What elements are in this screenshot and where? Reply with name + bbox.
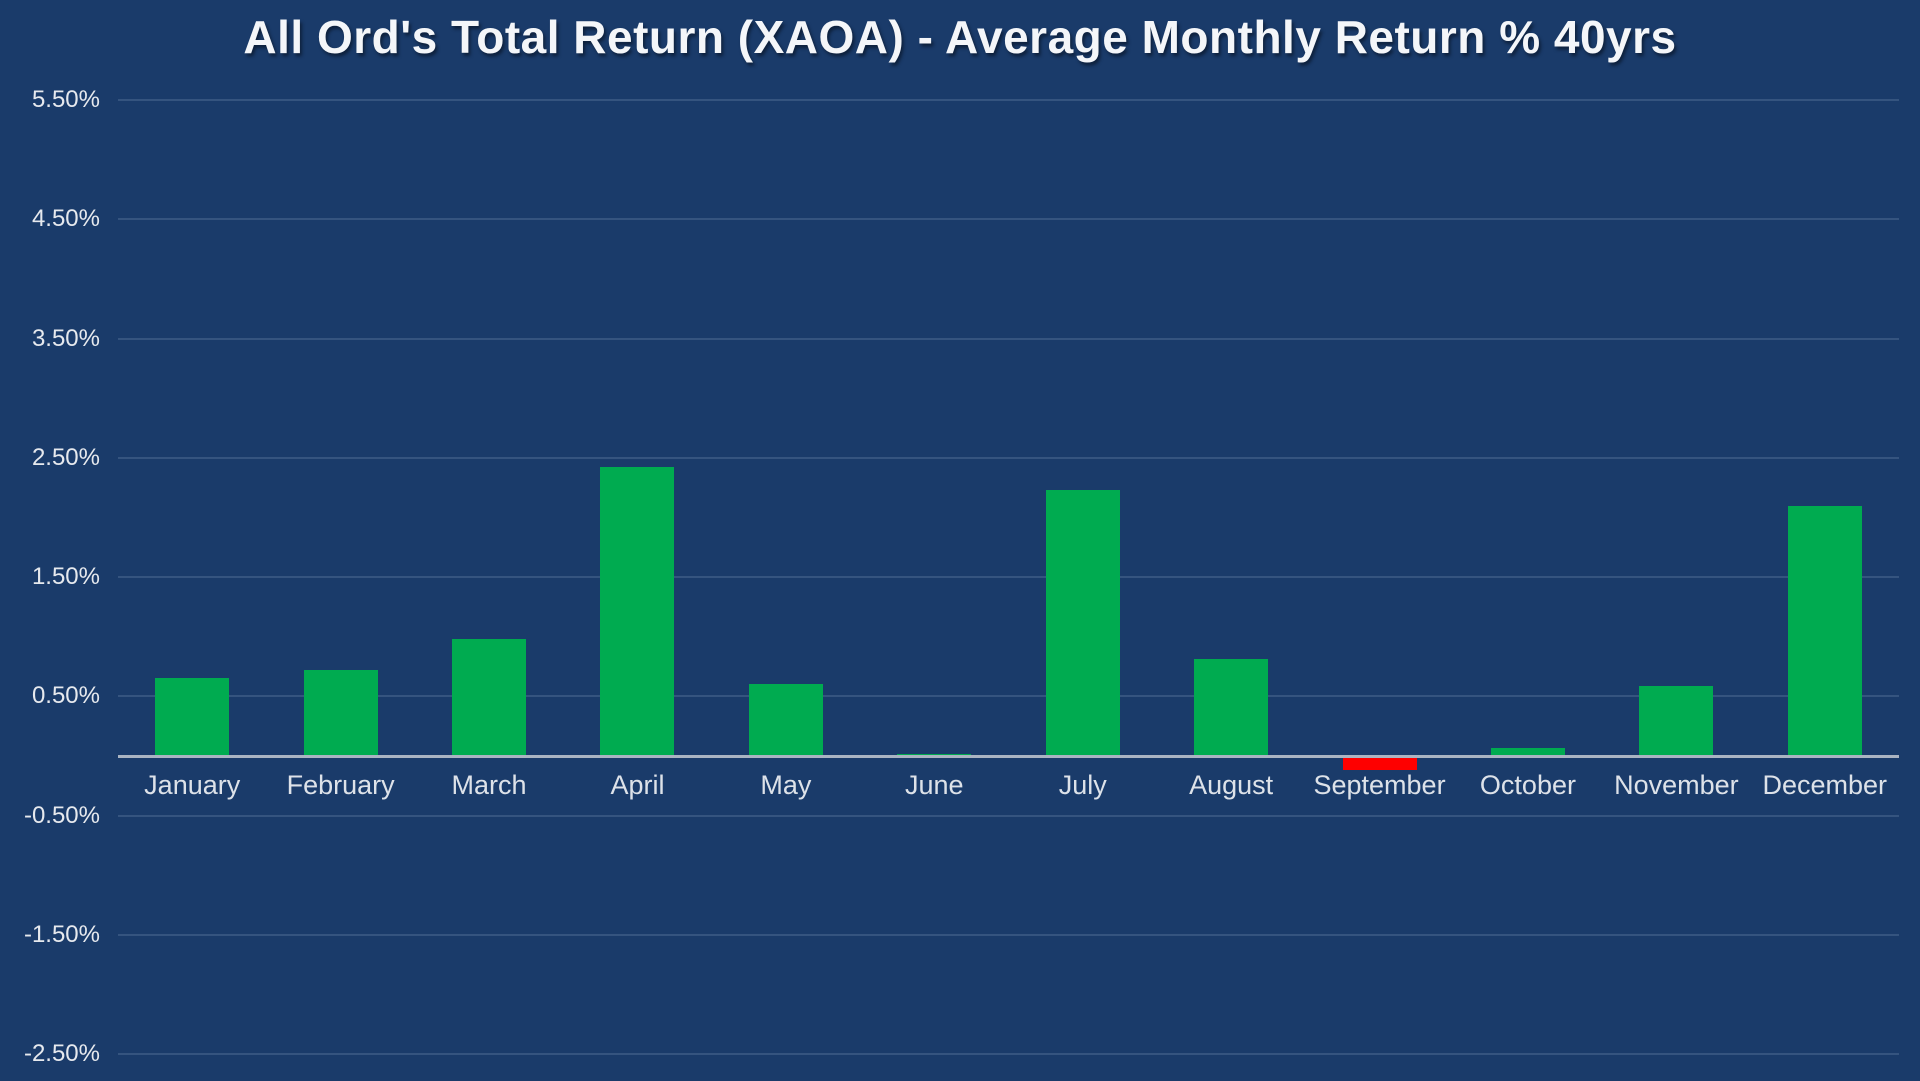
x-tick-label-october: October bbox=[1479, 770, 1576, 800]
bar-january[interactable] bbox=[155, 678, 230, 756]
x-tick-label-september: September bbox=[1313, 770, 1446, 800]
y-tick-label: 3.50% bbox=[31, 324, 100, 352]
x-tick-label-april: April bbox=[610, 770, 665, 800]
bar-july[interactable] bbox=[1045, 490, 1120, 756]
gridline bbox=[118, 814, 1899, 817]
x-tick-label-february: February bbox=[286, 770, 395, 800]
x-tick-label-november: November bbox=[1614, 770, 1739, 800]
gridline bbox=[118, 456, 1899, 459]
bar-may[interactable] bbox=[748, 684, 823, 756]
gridline bbox=[118, 576, 1899, 579]
bar-october[interactable] bbox=[1490, 747, 1565, 756]
x-tick-label-december: December bbox=[1762, 770, 1888, 800]
gridline bbox=[118, 218, 1899, 221]
gridline bbox=[118, 1053, 1899, 1056]
bar-september[interactable] bbox=[1342, 757, 1417, 771]
y-tick-label: 0.50% bbox=[31, 682, 100, 710]
bar-november[interactable] bbox=[1639, 685, 1714, 756]
y-tick-label: 2.50% bbox=[31, 443, 100, 471]
x-tick-label-august: August bbox=[1189, 770, 1274, 800]
x-tick-label-january: January bbox=[144, 770, 241, 800]
x-tick-label-may: May bbox=[760, 770, 812, 800]
x-tick-label-june: June bbox=[905, 770, 964, 800]
x-tick-label-march: March bbox=[451, 770, 527, 800]
bar-february[interactable] bbox=[303, 670, 378, 756]
x-axis-baseline bbox=[118, 755, 1899, 758]
x-tick-label-july: July bbox=[1058, 770, 1107, 800]
y-tick-label: -2.50% bbox=[23, 1040, 100, 1068]
y-tick-label: 4.50% bbox=[31, 205, 100, 233]
bar-april[interactable] bbox=[600, 467, 675, 756]
y-tick-label: 1.50% bbox=[31, 563, 100, 591]
bar-march[interactable] bbox=[452, 639, 527, 756]
gridline bbox=[118, 695, 1899, 698]
y-tick-label: -1.50% bbox=[23, 920, 100, 948]
bar-december[interactable] bbox=[1787, 505, 1862, 756]
bar-august[interactable] bbox=[1194, 659, 1269, 756]
y-tick-label: -0.50% bbox=[23, 801, 100, 829]
chart-title: All Ord's Total Return (XAOA) - Average … bbox=[243, 11, 1677, 63]
bar-june[interactable] bbox=[897, 753, 972, 756]
y-tick-label: 5.50% bbox=[31, 86, 100, 114]
gridline bbox=[118, 337, 1899, 340]
gridline bbox=[118, 99, 1899, 102]
gridline bbox=[118, 933, 1899, 936]
